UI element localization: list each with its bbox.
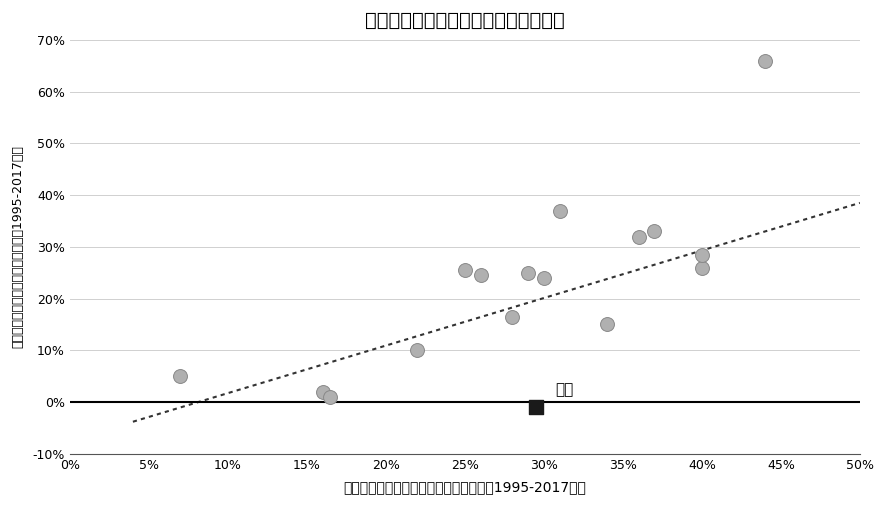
Point xyxy=(695,250,709,259)
Point xyxy=(323,393,337,401)
Point xyxy=(647,227,661,235)
Point xyxy=(473,271,488,279)
Text: 日本: 日本 xyxy=(555,382,573,397)
X-axis label: 労働者の時間あたりの生産性の上昇率（1995-2017年）: 労働者の時間あたりの生産性の上昇率（1995-2017年） xyxy=(343,480,586,494)
Y-axis label: ，時間あたりの実質賃金の上昇率（1995-2017年）: ，時間あたりの実質賃金の上昇率（1995-2017年） xyxy=(12,145,24,348)
Title: 生産性と賃金上昇率の差が大きい日本: 生産性と賃金上昇率の差が大きい日本 xyxy=(365,11,565,30)
Point xyxy=(521,269,535,277)
Point xyxy=(632,232,646,240)
Point xyxy=(458,266,472,274)
Point xyxy=(173,372,188,380)
Point xyxy=(600,320,614,328)
Point xyxy=(411,346,425,355)
Point xyxy=(695,264,709,272)
Point xyxy=(529,403,543,411)
Point xyxy=(315,388,329,396)
Point xyxy=(758,57,772,65)
Point xyxy=(505,313,519,321)
Point xyxy=(552,207,566,215)
Point xyxy=(536,274,550,282)
